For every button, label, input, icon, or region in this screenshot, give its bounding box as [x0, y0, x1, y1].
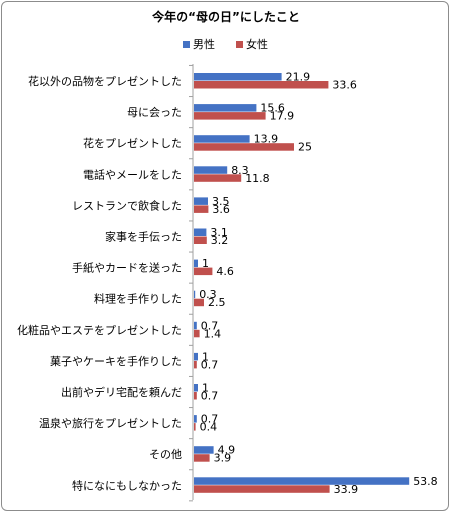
bar-male	[194, 73, 282, 81]
data-label-female: 0.4	[200, 421, 218, 434]
category-label: 花をプレゼントした	[83, 137, 182, 150]
data-label-male: 21.9	[286, 71, 311, 84]
legend-swatch-male	[183, 41, 190, 48]
bar-female	[194, 236, 207, 244]
bar-female	[194, 267, 213, 276]
bar-male	[194, 290, 196, 299]
bar-male	[194, 352, 198, 361]
category-label: 温泉や旅行をプレゼントした	[39, 416, 182, 430]
bar-male	[194, 135, 250, 143]
data-label-male: 3.1	[210, 226, 228, 239]
category-label: 母に会った	[127, 106, 182, 119]
data-label-female: 17.9	[270, 110, 295, 123]
category-label: 出前やデリ宅配を頼んだ	[61, 385, 182, 399]
bar-female	[194, 112, 266, 120]
data-label-female: 0.7	[201, 390, 219, 403]
data-label-female: 3.6	[212, 203, 230, 216]
category-label: 電話やメールをした	[83, 167, 182, 181]
bar-female	[194, 485, 330, 493]
bar-male	[194, 477, 410, 485]
data-label-female: 2.5	[208, 296, 226, 309]
bar-female	[194, 423, 196, 431]
data-label-male: 0.3	[199, 288, 217, 301]
bar-female	[194, 143, 294, 151]
category-label: 料理を手作りした	[94, 292, 182, 306]
data-label-female: 3.9	[214, 452, 232, 465]
data-label-female: 11.8	[245, 172, 270, 185]
data-label-female: 0.7	[201, 358, 219, 371]
data-label-male: 0.7	[201, 413, 219, 426]
legend-swatch-female	[236, 41, 243, 48]
legend-label-male: 男性	[193, 37, 215, 51]
legend-label-female: 女性	[246, 37, 268, 51]
legend: 男性 女性	[183, 37, 268, 51]
bar-female	[194, 392, 197, 400]
data-label-male: 1	[202, 382, 209, 395]
data-label-female: 3.2	[211, 234, 229, 247]
data-label-male: 8.3	[231, 164, 249, 177]
bar-male	[194, 104, 257, 112]
bar-male	[194, 446, 214, 454]
chart-title: 今年の“母の日”にしたこと	[151, 9, 300, 24]
category-label: その他	[149, 448, 182, 461]
bar-female	[194, 205, 209, 213]
bar-female	[194, 298, 204, 307]
bar-female	[194, 360, 197, 369]
data-label-male: 0.7	[201, 319, 219, 332]
category-label: レストランで飲食した	[72, 198, 182, 212]
data-label-male: 4.9	[218, 444, 236, 457]
bar-female	[194, 329, 200, 338]
category-label: 菓子やケーキを手作りした	[50, 354, 182, 368]
bar-male	[194, 228, 207, 236]
data-label-female: 4.6	[216, 265, 234, 278]
data-label-female: 33.9	[334, 483, 359, 496]
data-label-male: 15.6	[260, 102, 285, 115]
bar-male	[194, 197, 208, 205]
bar-male	[194, 415, 197, 423]
bar-male	[194, 321, 197, 330]
category-label: 手紙やカードを送った	[72, 261, 182, 275]
data-label-female: 33.6	[332, 79, 357, 92]
data-label-male: 1	[202, 350, 209, 363]
bar-female	[194, 174, 242, 182]
category-label: 化粧品やエステをプレゼントした	[17, 323, 182, 337]
bar-female	[194, 81, 329, 89]
data-label-male: 53.8	[413, 475, 438, 488]
data-label-female: 25	[298, 141, 312, 154]
bar-male	[194, 384, 198, 392]
bar-female	[194, 454, 210, 462]
data-label-male: 3.5	[212, 195, 230, 208]
data-label-female: 1.4	[204, 327, 222, 340]
data-label-male: 13.9	[254, 133, 279, 146]
category-label: 特になにもしなかった	[72, 478, 182, 492]
bars: 花以外の品物をプレゼントした 21.9 33.6 母に会った 15.617.9 花をプレゼ…	[17, 64, 438, 502]
bar-male	[194, 166, 228, 174]
category-label: 花以外の品物をプレゼントした	[28, 74, 182, 88]
category-label: 家事を手伝った	[105, 230, 182, 244]
bar-male	[194, 259, 198, 268]
data-label-male: 1	[202, 257, 209, 270]
